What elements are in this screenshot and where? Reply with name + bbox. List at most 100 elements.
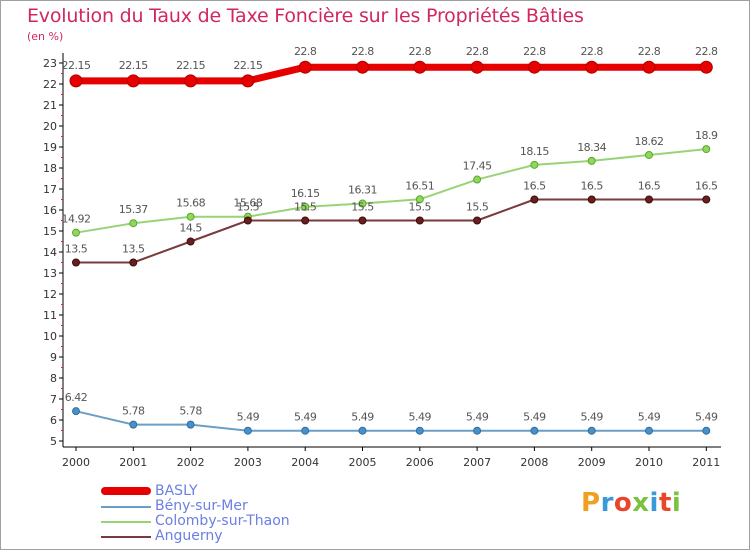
data-label-basly: 22.15 xyxy=(176,59,205,72)
y-tick-label: 9 xyxy=(50,351,57,364)
data-point-beny-sur-mer xyxy=(243,426,252,435)
data-label-colomby-sur-thaon: 15.68 xyxy=(233,197,262,210)
data-point-colomby-sur-thaon xyxy=(186,212,195,221)
legend-swatch-beny-sur-mer xyxy=(101,506,151,508)
data-label-colomby-sur-thaon: 17.45 xyxy=(463,160,492,173)
data-label-basly: 22.8 xyxy=(294,45,317,58)
data-label-colomby-sur-thaon: 18.9 xyxy=(695,129,718,142)
y-tick-label: 11 xyxy=(43,309,57,322)
series-line-basly xyxy=(72,63,710,85)
data-label-anguerny: 16.5 xyxy=(580,180,603,193)
data-label-anguerny: 15.5 xyxy=(409,201,432,214)
y-tick-label: 23 xyxy=(43,57,57,70)
logo-letter: x xyxy=(632,488,650,518)
data-label-basly: 22.8 xyxy=(409,45,432,58)
data-point-anguerny xyxy=(587,195,596,204)
data-point-basly xyxy=(298,60,312,74)
y-tick-label: 19 xyxy=(43,141,57,154)
data-point-basly xyxy=(699,60,713,74)
y-tick-label: 15 xyxy=(43,225,57,238)
data-point-beny-sur-mer xyxy=(186,420,195,429)
y-tick-label: 10 xyxy=(43,330,57,343)
data-label-basly: 22.8 xyxy=(351,45,374,58)
data-point-colomby-sur-thaon xyxy=(645,150,653,159)
data-label-beny-sur-mer: 5.49 xyxy=(237,411,260,424)
data-label-basly: 22.8 xyxy=(638,45,661,58)
x-tick-label: 2002 xyxy=(177,456,205,469)
chart-title: Evolution du Taux de Taxe Foncière sur l… xyxy=(27,5,584,27)
y-tick-label: 16 xyxy=(43,204,57,217)
logo-letter: r xyxy=(600,488,614,518)
y-tick-label: 13 xyxy=(43,267,57,280)
data-point-anguerny xyxy=(243,216,252,225)
data-label-basly: 22.15 xyxy=(119,59,148,72)
series-line-beny-sur-mer xyxy=(75,410,708,432)
data-point-colomby-sur-thaon xyxy=(358,199,367,208)
legend-label-beny-sur-mer: Bény-sur-Mer xyxy=(155,498,248,514)
data-label-beny-sur-mer: 5.49 xyxy=(409,411,432,424)
x-tick-label: 2000 xyxy=(62,456,90,469)
data-label-anguerny: 13.5 xyxy=(65,243,88,256)
data-point-beny-sur-mer xyxy=(530,426,539,435)
data-label-anguerny: 13.5 xyxy=(122,243,145,256)
y-tick-label: 5 xyxy=(50,435,57,448)
data-label-colomby-sur-thaon: 16.51 xyxy=(405,179,434,192)
data-point-beny-sur-mer xyxy=(473,426,482,435)
y-axis-unit: (en %) xyxy=(27,30,64,43)
data-point-beny-sur-mer xyxy=(72,407,80,416)
data-label-anguerny: 14.5 xyxy=(179,222,202,235)
data-label-beny-sur-mer: 5.49 xyxy=(466,411,489,424)
x-tick-label: 2010 xyxy=(635,456,663,469)
data-point-basly xyxy=(241,74,255,88)
legend-swatch-anguerny xyxy=(101,536,151,538)
data-label-anguerny: 15.5 xyxy=(237,201,260,214)
y-tick-label: 7 xyxy=(50,393,57,406)
data-label-beny-sur-mer: 6.42 xyxy=(65,391,88,404)
logo-letter: P xyxy=(581,488,601,518)
proxiti-logo: Proxiti xyxy=(581,488,681,518)
legend-label-colomby-sur-thaon: Colomby-sur-Thaon xyxy=(155,513,290,529)
data-label-colomby-sur-thaon: 18.15 xyxy=(520,145,549,158)
data-point-basly xyxy=(585,60,599,74)
data-point-beny-sur-mer xyxy=(358,426,367,435)
legend-swatch-colomby-sur-thaon xyxy=(101,521,151,523)
x-tick-label: 2005 xyxy=(349,456,377,469)
data-point-anguerny xyxy=(72,258,80,267)
data-label-beny-sur-mer: 5.49 xyxy=(638,411,661,424)
y-tick-label: 22 xyxy=(43,78,57,91)
x-tick-label: 2009 xyxy=(578,456,606,469)
data-point-colomby-sur-thaon xyxy=(415,195,424,204)
data-label-colomby-sur-thaon: 15.37 xyxy=(119,203,148,216)
data-point-anguerny xyxy=(530,195,539,204)
data-point-basly xyxy=(642,60,656,74)
y-tick-label: 12 xyxy=(43,288,57,301)
logo-letter: i xyxy=(649,488,659,518)
data-point-beny-sur-mer xyxy=(129,420,138,429)
x-tick-label: 2008 xyxy=(520,456,548,469)
data-label-beny-sur-mer: 5.49 xyxy=(695,411,718,424)
data-point-anguerny xyxy=(473,216,482,225)
data-point-basly xyxy=(126,74,140,88)
data-label-beny-sur-mer: 5.78 xyxy=(179,405,202,418)
data-point-beny-sur-mer xyxy=(301,426,310,435)
data-label-colomby-sur-thaon: 18.62 xyxy=(635,135,664,148)
data-label-basly: 22.8 xyxy=(466,45,489,58)
x-tick-label: 2003 xyxy=(234,456,262,469)
series-line-colomby-sur-thaon xyxy=(75,148,708,234)
data-point-colomby-sur-thaon xyxy=(129,219,138,228)
data-label-anguerny: 15.5 xyxy=(294,201,317,214)
data-point-colomby-sur-thaon xyxy=(702,145,711,154)
series-line-anguerny xyxy=(75,198,708,264)
x-tick-label: 2006 xyxy=(406,456,434,469)
legend-swatch-basly xyxy=(101,487,151,495)
data-point-anguerny xyxy=(702,195,711,204)
data-label-anguerny: 16.5 xyxy=(695,180,718,193)
data-label-anguerny: 15.5 xyxy=(351,201,374,214)
data-label-basly: 22.8 xyxy=(523,45,546,58)
data-point-anguerny xyxy=(358,216,367,225)
data-point-colomby-sur-thaon xyxy=(72,228,80,237)
data-point-beny-sur-mer xyxy=(645,426,653,435)
data-label-beny-sur-mer: 5.49 xyxy=(580,411,603,424)
data-label-anguerny: 15.5 xyxy=(466,201,489,214)
